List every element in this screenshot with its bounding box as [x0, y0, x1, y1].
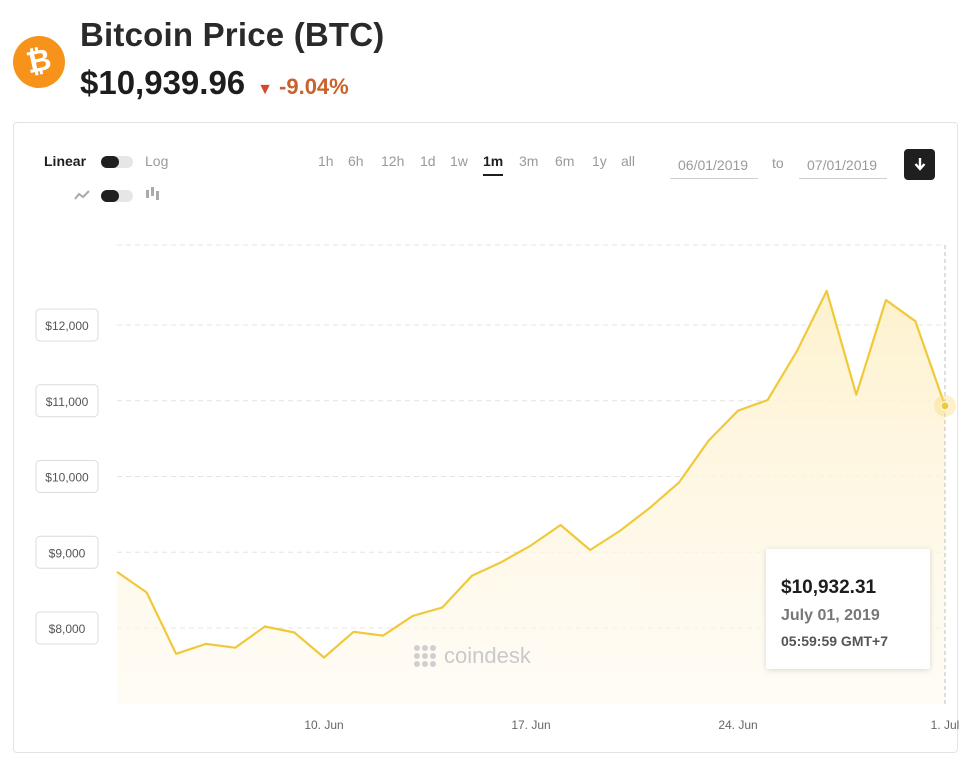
y-tick-box: [35, 535, 99, 569]
y-tick-label: $11,000: [46, 395, 89, 409]
bitcoin-logo-icon: ₿: [8, 31, 70, 93]
y-tick-label: $8,000: [49, 622, 86, 636]
page-title: Bitcoin Price (BTC): [80, 16, 385, 53]
x-tick-label: 1. Jul: [931, 718, 959, 732]
y-tick-box: [35, 611, 99, 645]
range-tab-all[interactable]: all: [621, 153, 636, 169]
chart-card: Linear Log 1h 6h 12h 1d 1w 1m 3m 6m 1y a…: [13, 122, 959, 754]
date-to-input[interactable]: [799, 151, 887, 179]
range-tab-1y[interactable]: 1y: [592, 153, 607, 169]
range-tab-1w[interactable]: 1w: [450, 153, 468, 169]
price-tooltip: $10,932.31 July 01, 2019 05:59:59 GMT+7: [766, 549, 930, 669]
range-tab-6h[interactable]: 6h: [348, 153, 364, 169]
candlestick-icon[interactable]: [145, 186, 161, 202]
chart-style-toggle[interactable]: [101, 190, 133, 202]
y-tick-box: [35, 308, 99, 342]
price-row: $10,939.96 ▼ -9.04%: [80, 64, 349, 102]
range-tab-1d[interactable]: 1d: [420, 153, 436, 169]
down-triangle-icon: ▼: [257, 81, 274, 98]
hover-point: [940, 401, 950, 411]
y-tick-label: $12,000: [45, 319, 89, 333]
price-chart[interactable]: $8,000 $9,000 $10,000 $11,000 $12,000 10. Ju…: [14, 123, 959, 754]
price-area: [117, 290, 945, 704]
x-tick-label: 10. Jun: [304, 718, 343, 732]
y-tick-label: $10,000: [45, 471, 89, 485]
range-tab-1h[interactable]: 1h: [318, 153, 334, 169]
price-change-value: -9.04%: [279, 74, 349, 99]
price-change: ▼ -9.04%: [257, 74, 349, 100]
x-tick-label: 17. Jun: [511, 718, 550, 732]
tooltip-date: July 01, 2019: [781, 607, 880, 624]
tooltip-price: $10,932.31: [781, 577, 877, 598]
scale-log-label[interactable]: Log: [145, 153, 169, 169]
download-icon: [914, 157, 925, 171]
coindesk-watermark: coindesk: [414, 643, 531, 669]
coindesk-logo-icon: [414, 645, 436, 667]
line-chart-icon[interactable]: [74, 189, 90, 201]
scale-toggle[interactable]: [101, 156, 133, 168]
tooltip-time: 05:59:59 GMT+7: [781, 633, 888, 649]
range-tab-12h[interactable]: 12h: [381, 153, 405, 169]
current-price: $10,939.96: [80, 64, 246, 101]
range-tab-3m[interactable]: 3m: [519, 153, 539, 169]
y-tick-box: [35, 460, 99, 493]
price-line: [116, 289, 947, 659]
date-to-label: to: [772, 155, 784, 171]
watermark-text: coindesk: [444, 643, 531, 668]
scale-linear-label[interactable]: Linear: [44, 153, 87, 169]
x-tick-label: 24. Jun: [718, 718, 757, 732]
range-tab-1m[interactable]: 1m: [483, 153, 504, 176]
y-tick-box: [35, 384, 99, 418]
range-tab-6m[interactable]: 6m: [555, 153, 575, 169]
y-tick-label: $9,000: [49, 546, 86, 560]
download-button[interactable]: [904, 149, 935, 180]
date-from-input[interactable]: [670, 151, 758, 179]
